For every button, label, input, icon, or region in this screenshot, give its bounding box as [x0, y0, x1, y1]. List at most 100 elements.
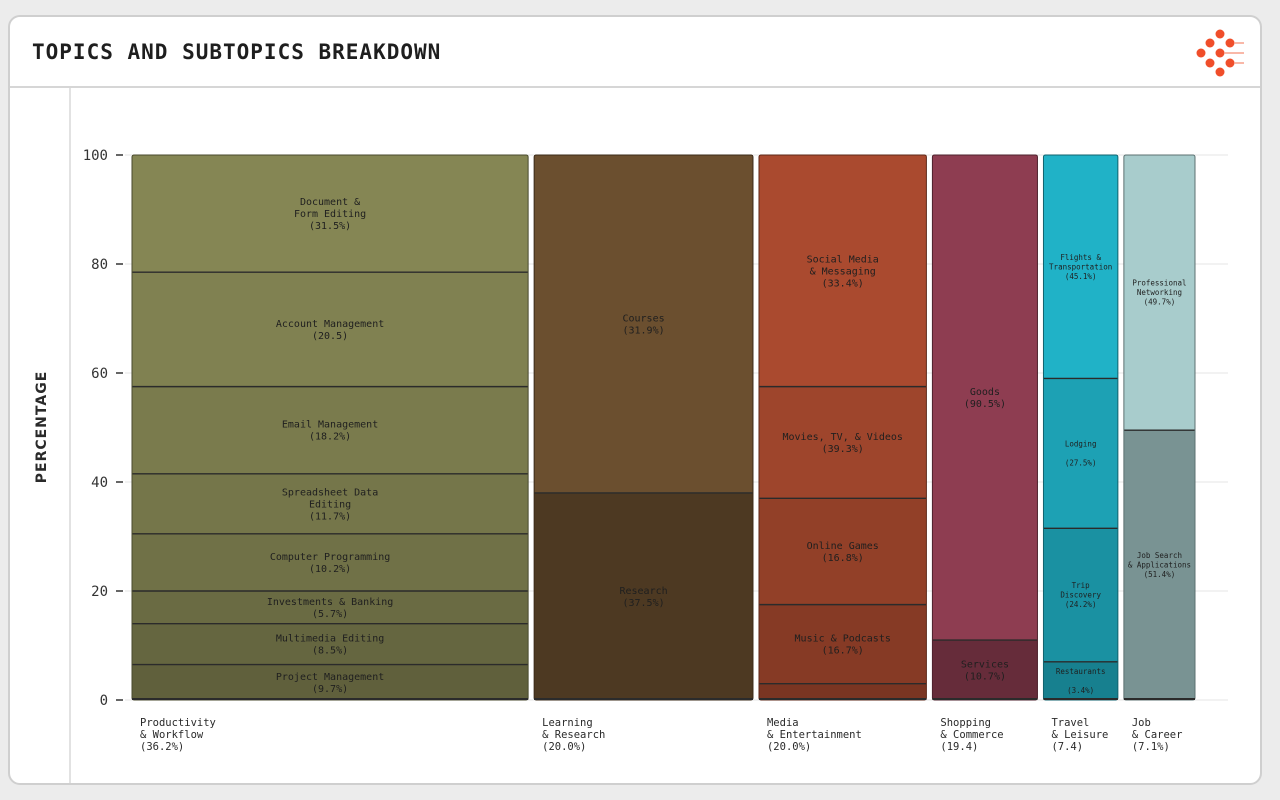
segment-label: (45.1%)	[1065, 272, 1097, 281]
segment-label: (31.9%)	[622, 325, 664, 336]
segment-label: (39.3%)	[822, 444, 864, 455]
segment-label: Discovery	[1060, 591, 1101, 600]
x-category-label: & Research	[542, 729, 605, 741]
segment-label: Document &	[300, 197, 360, 208]
segment-label: (24.2%)	[1065, 600, 1097, 609]
mekko-segment	[132, 623, 529, 665]
mekko-segment	[132, 473, 529, 534]
mekko-segment	[1123, 430, 1195, 700]
mekko-segment	[1043, 661, 1118, 700]
page-title: TOPICS AND SUBTOPICS BREAKDOWN	[32, 40, 442, 64]
segment-label: Movies, TV, & Videos	[782, 432, 902, 443]
segment-label: Computer Programming	[270, 552, 390, 563]
segment-label: Flights &	[1060, 253, 1101, 262]
x-category-label: & Workflow	[140, 729, 204, 741]
segment-label: (3.4%)	[1067, 686, 1094, 695]
mekko-segment	[1043, 528, 1118, 662]
y-tick-label: 100	[83, 148, 108, 164]
mekko-segment	[132, 591, 529, 624]
x-category-label: Productivity	[140, 717, 216, 729]
segment-label: (11.7%)	[309, 511, 351, 522]
mekko-segment	[932, 640, 1038, 700]
mekko-segment	[758, 604, 927, 684]
y-tick-label: 80	[91, 257, 108, 273]
segment-label: (16.8%)	[822, 553, 864, 564]
mekko-segment	[1043, 378, 1118, 529]
x-category-label: & Entertainment	[767, 729, 862, 741]
segment-label: (10.2%)	[309, 564, 351, 575]
segment-label: (37.5%)	[622, 598, 664, 609]
segment-label: Form Editing	[294, 209, 366, 220]
segment-label: Online Games	[807, 541, 879, 552]
segment-label: Spreadsheet Data	[282, 487, 378, 498]
segment-label: Lodging	[1065, 440, 1097, 449]
mekko-segment	[534, 155, 753, 493]
segment-label: (33.4%)	[822, 278, 864, 289]
mekko-segment	[132, 533, 529, 591]
segment-label: Editing	[309, 499, 351, 510]
segment-label: Investments & Banking	[267, 597, 393, 608]
segment-label: (90.5%)	[964, 399, 1006, 410]
y-tick-label: 40	[91, 475, 108, 491]
segment-label: Trip	[1072, 581, 1091, 590]
segment-label: Transportation	[1049, 262, 1112, 271]
x-category-label: & Career	[1132, 729, 1183, 741]
x-category-label: (7.1%)	[1132, 741, 1170, 753]
segment-label: Research	[619, 586, 667, 597]
x-category-label: Learning	[542, 717, 593, 729]
dots-network-icon[interactable]	[1194, 27, 1246, 79]
mekko-segment	[758, 386, 927, 499]
x-category-label: (20.0%)	[767, 741, 811, 753]
segment-label: (51.4%)	[1144, 570, 1176, 579]
mekko-segment	[132, 664, 529, 700]
segment-label: Project Management	[276, 672, 384, 683]
segment-label: Music & Podcasts	[795, 634, 891, 645]
segment-label: Services	[961, 660, 1009, 671]
segment-label: (20.5)	[312, 331, 348, 342]
x-category-label: (19.4)	[940, 741, 978, 753]
x-category-label: Travel	[1051, 717, 1089, 729]
mekko-segment	[1043, 155, 1118, 379]
segment-label: Email Management	[282, 420, 378, 431]
x-category-label: (20.0%)	[542, 741, 586, 753]
segment-label: Social Media	[807, 254, 879, 265]
x-category-label: Media	[767, 717, 799, 729]
mekko-segment	[1123, 155, 1195, 431]
x-category-label: Shopping	[940, 717, 991, 729]
x-category-label: (7.4)	[1051, 741, 1083, 753]
segment-label: Courses	[622, 313, 664, 324]
mekko-segment	[932, 155, 1038, 641]
x-category-label: Job	[1132, 717, 1151, 729]
segment-label: Networking	[1137, 288, 1182, 297]
segment-label: (49.7%)	[1144, 298, 1176, 307]
y-tick-label: 0	[100, 693, 108, 709]
segment-label: (5.7%)	[312, 609, 348, 620]
y-tick-label: 60	[91, 366, 108, 382]
mekko-segment	[758, 498, 927, 605]
x-category-label: & Leisure	[1051, 729, 1108, 741]
card-header: TOPICS AND SUBTOPICS BREAKDOWN	[10, 17, 1260, 88]
segment-label: (16.7%)	[822, 646, 864, 657]
segment-label: Multimedia Editing	[276, 634, 384, 645]
segment-label: & Messaging	[810, 266, 876, 277]
segment-label: (27.5%)	[1065, 459, 1097, 468]
segment-label: (9.7%)	[312, 684, 348, 695]
segment-label: (31.5%)	[309, 221, 351, 232]
mekko-segment	[132, 272, 529, 387]
segment-label: (10.7%)	[964, 672, 1006, 683]
segment-label: Restaurants	[1056, 667, 1106, 676]
mekko-segment	[132, 155, 529, 273]
x-category-label: (36.2%)	[140, 741, 184, 753]
segment-label: Professional	[1132, 279, 1186, 288]
segment-label: Goods	[970, 387, 1000, 398]
mekko-segment	[758, 683, 927, 700]
segment-label: (18.2%)	[309, 432, 351, 443]
mekko-segment	[132, 386, 529, 474]
segment-label: & Applications	[1128, 561, 1191, 570]
segment-label: Job Search	[1137, 551, 1182, 560]
segment-label: (8.5%)	[312, 646, 348, 657]
left-rule	[69, 88, 71, 783]
x-category-label: & Commerce	[940, 729, 1003, 741]
y-tick-label: 20	[91, 584, 108, 600]
